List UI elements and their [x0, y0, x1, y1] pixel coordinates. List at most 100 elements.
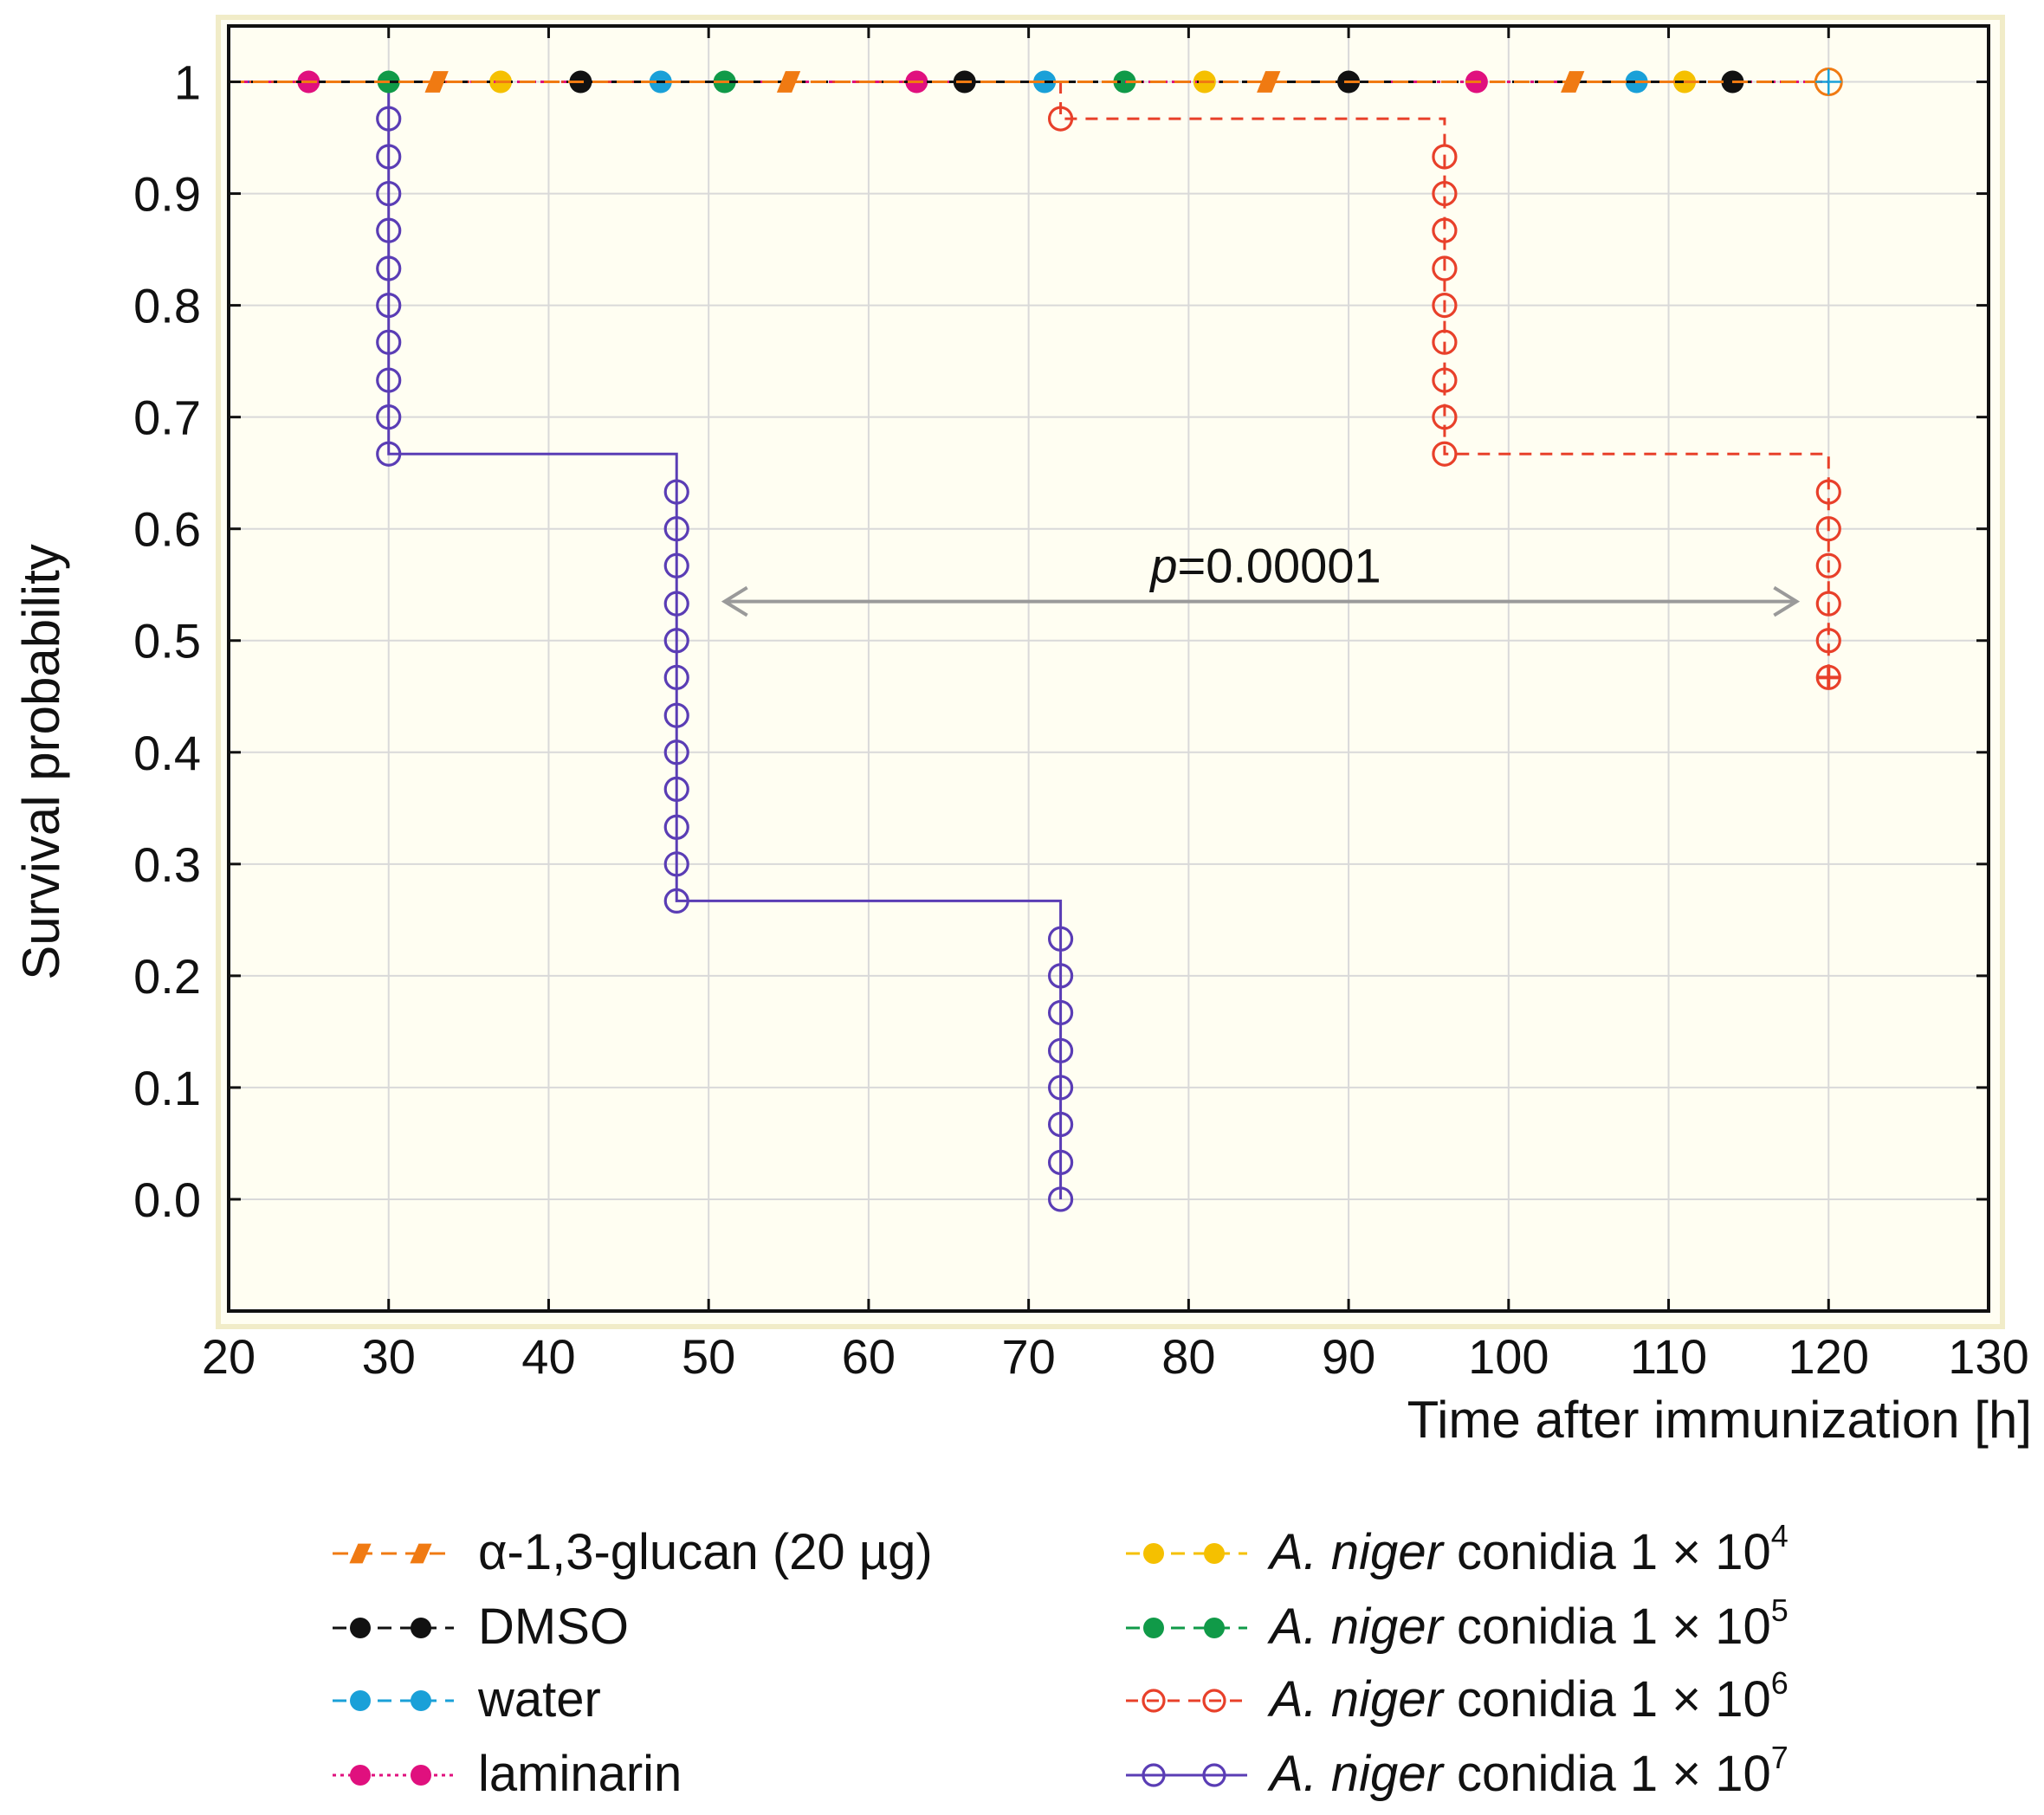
glucan-marker: [349, 1543, 372, 1564]
c6-marker: [1432, 367, 1458, 393]
legend-label-text: DMSO: [478, 1599, 629, 1655]
p-value-annotation: p=0.00001: [721, 539, 1801, 617]
y-tick-label: 0.6: [133, 502, 201, 557]
laminarin-marker: [350, 1765, 371, 1786]
legend-label-exponent: 4: [1771, 1518, 1788, 1553]
legend-label: laminarin: [478, 1746, 682, 1802]
p-value-arrowhead-right: [1773, 585, 1801, 617]
c6-marker: [1432, 217, 1458, 243]
x-tick-label: 120: [1788, 1329, 1869, 1384]
y-tick-label: 0.1: [133, 1061, 201, 1115]
c7-marker: [376, 255, 402, 281]
x-tick-label: 110: [1630, 1329, 1707, 1384]
c6-marker: [1202, 1689, 1226, 1713]
y-tick-label: 0.3: [133, 837, 201, 892]
c7-marker: [663, 628, 689, 654]
legend-label-text: water: [477, 1671, 601, 1728]
x-tick-label: 40: [521, 1329, 575, 1384]
y-tick-label: 1: [174, 55, 201, 110]
glucan-marker: [1257, 71, 1281, 93]
c6-marker: [1047, 106, 1074, 132]
legend-label: α-1,3-glucan (20 µg): [478, 1524, 933, 1580]
x-tick-label: 130: [1948, 1329, 2028, 1384]
c6-marker: [1815, 628, 1841, 654]
c6-marker: [1432, 404, 1458, 430]
c7-marker: [1047, 1111, 1074, 1138]
c6-marker: [1815, 591, 1841, 617]
y-tick-label: 0.9: [133, 167, 201, 222]
c7-marker: [1047, 1075, 1074, 1101]
legend-label: DMSO: [478, 1599, 629, 1655]
c5-marker: [1204, 1618, 1225, 1638]
c6-marker: [1432, 329, 1458, 355]
c7-marker: [376, 293, 402, 319]
dmso-marker: [411, 1618, 431, 1638]
glucan-marker: [410, 1543, 432, 1564]
legend-label-text: laminarin: [478, 1746, 682, 1802]
glucan-marker: [424, 71, 449, 93]
legend-label-text: conidia 1 × 10: [1443, 1524, 1771, 1580]
legend-item-c4: A. niger conidia 1 × 104: [1126, 1518, 1788, 1580]
c7-marker: [663, 888, 689, 914]
c7-marker: [1047, 999, 1074, 1026]
x-axis-label: Time after immunization [h]: [1407, 1391, 2032, 1449]
c6-marker: [1432, 441, 1458, 467]
c5-marker: [1113, 70, 1136, 94]
legend-label-italic: A. niger: [1267, 1599, 1446, 1655]
water-marker: [411, 1690, 431, 1711]
plot-area: [227, 24, 1990, 1313]
legend-label: A. niger conidia 1 × 106: [1267, 1665, 1788, 1728]
c7-marker: [663, 776, 689, 802]
c7-marker: [376, 404, 402, 430]
c7-marker: [663, 740, 689, 765]
x-tick-label: 80: [1161, 1329, 1215, 1384]
x-tick-label: 20: [202, 1329, 256, 1384]
x-tick-label: 100: [1468, 1329, 1549, 1384]
legend-item-water: water: [333, 1671, 601, 1728]
legend-label-italic: A. niger: [1267, 1524, 1446, 1580]
legend-label: A. niger conidia 1 × 107: [1267, 1740, 1788, 1802]
y-axis-label: Survival probability: [12, 544, 70, 980]
c6-marker: [1432, 293, 1458, 319]
c7-marker: [376, 106, 402, 132]
water-marker: [350, 1690, 371, 1711]
c7-marker: [1047, 1186, 1074, 1212]
c7-marker: [376, 144, 402, 170]
series-group: [229, 68, 1843, 1212]
c6-marker: [1815, 479, 1841, 505]
c7-marker: [1047, 926, 1074, 952]
legend-label-text: conidia 1 × 10: [1443, 1746, 1771, 1802]
c6-marker: [1815, 516, 1841, 542]
legend-item-c5: A. niger conidia 1 × 105: [1126, 1592, 1788, 1655]
x-tick-label: 90: [1322, 1329, 1375, 1384]
c7-marker: [376, 180, 402, 207]
legend-label-text: conidia 1 × 10: [1443, 1599, 1771, 1655]
c7-marker: [376, 217, 402, 243]
dmso-marker: [350, 1618, 371, 1638]
legend-item-c7: A. niger conidia 1 × 107: [1126, 1740, 1788, 1802]
legend-item-laminarin: laminarin: [333, 1746, 682, 1802]
y-tick-label: 0.5: [133, 614, 201, 669]
c4-marker: [1204, 1543, 1225, 1564]
series-glucan: [229, 71, 1829, 93]
p-value-number: =0.00001: [1177, 539, 1381, 593]
legend: α-1,3-glucan (20 µg) DMSO water laminarin A.…: [333, 1518, 1788, 1802]
legend-item-glucan: α-1,3-glucan (20 µg): [333, 1524, 933, 1580]
c6-marker: [1142, 1689, 1166, 1713]
c7-marker: [663, 814, 689, 840]
x-tick-label: 60: [842, 1329, 896, 1384]
legend-label-italic: A. niger: [1267, 1746, 1446, 1802]
c7-marker: [376, 441, 402, 467]
glucan-marker: [1561, 71, 1585, 93]
c6-marker: [1432, 144, 1458, 170]
y-tick-label: 0.2: [133, 949, 201, 1004]
x-tick-label: 30: [362, 1329, 416, 1384]
y-tick-label: 0.8: [133, 279, 201, 333]
c6-marker: [1815, 664, 1841, 690]
c6-marker: [1432, 180, 1458, 207]
chart-frame-border: [216, 15, 2005, 1329]
axis-ticks: 20 30 40 50 60 70 80 90 100 110 120 130 1 0.9 0.8 0.7 0.…: [133, 26, 2029, 1384]
c7-marker: [1047, 1149, 1074, 1175]
c7-marker: [1142, 1763, 1166, 1787]
